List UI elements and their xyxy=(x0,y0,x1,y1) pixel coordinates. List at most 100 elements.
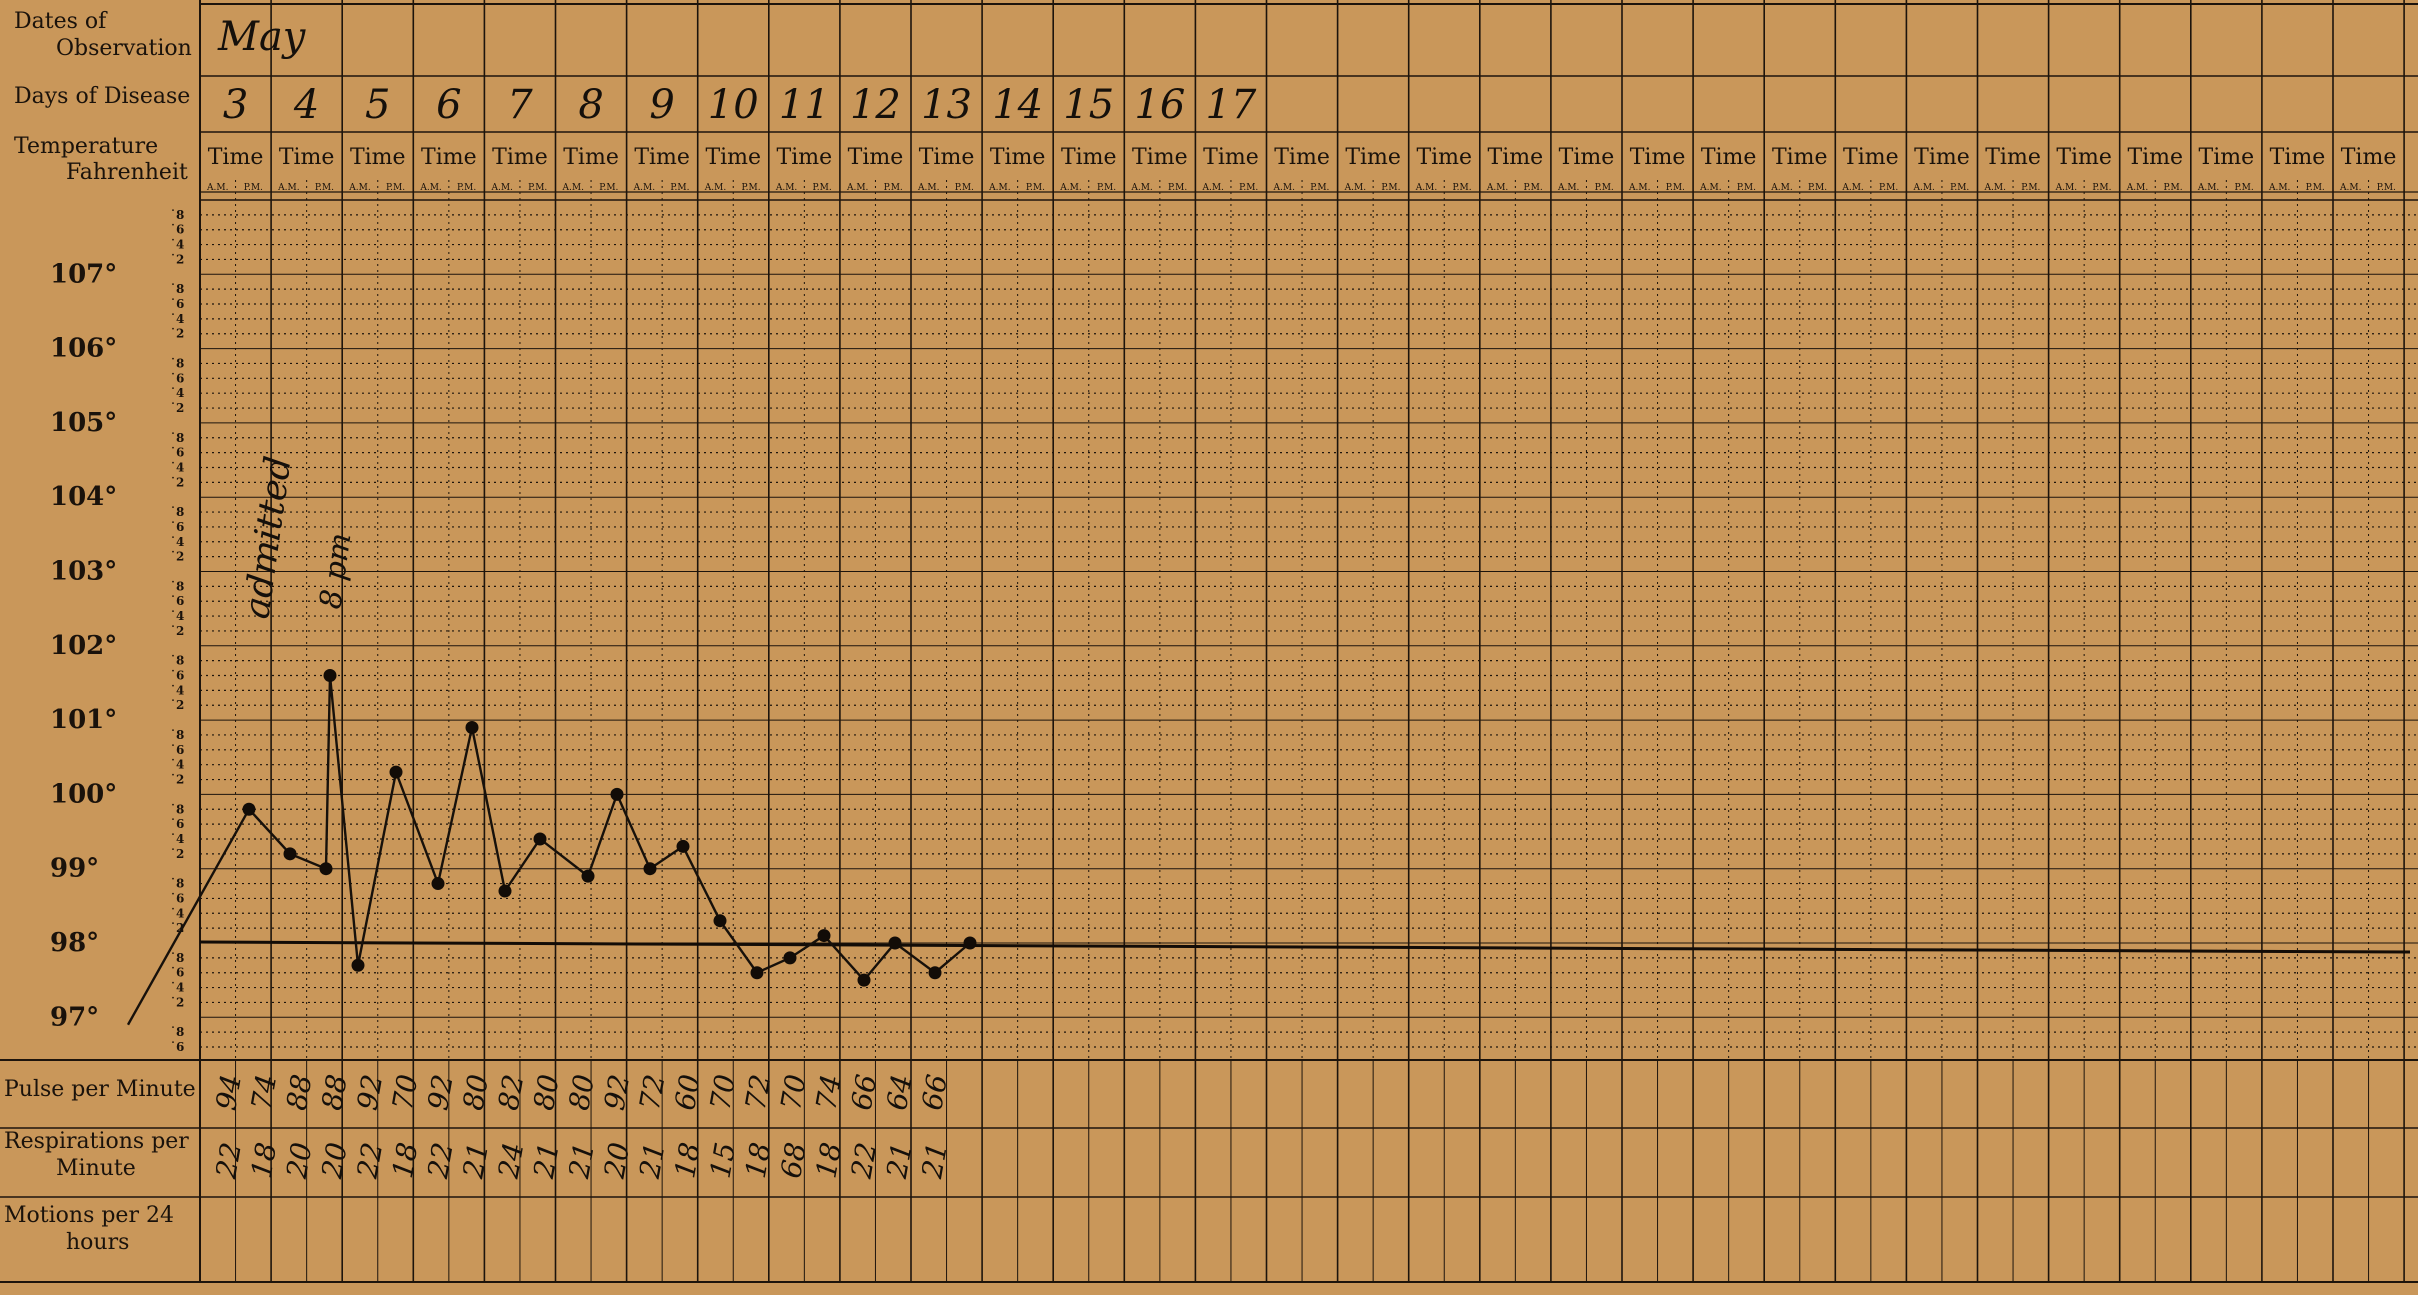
pulse-value: 80 xyxy=(456,1072,495,1113)
tenth-mark: ˙8 xyxy=(170,877,184,891)
day-value: 5 xyxy=(365,82,390,128)
y-axis-tenth-marks: ˙8˙6˙4˙2˙8˙6˙4˙2˙8˙6˙4˙2˙8˙6˙4˙2˙8˙6˙4˙2… xyxy=(170,208,184,1054)
day-value: 15 xyxy=(1063,82,1114,128)
time-header: Time xyxy=(2341,145,2397,170)
tenth-mark: ˙2 xyxy=(170,624,184,638)
temperature-point xyxy=(389,765,403,779)
pulse-value: 72 xyxy=(739,1072,778,1113)
respiration-value: 22 xyxy=(350,1140,389,1182)
tenth-mark: ˙2 xyxy=(170,773,184,787)
tenth-mark: ˙8 xyxy=(170,431,184,445)
temperature-point xyxy=(323,669,337,683)
time-header: Time xyxy=(2199,145,2255,170)
respiration-value: 21 xyxy=(562,1140,601,1182)
day-value: 17 xyxy=(1205,82,1256,128)
am-header: A.M. xyxy=(1841,183,1864,193)
day-value: 4 xyxy=(293,82,319,128)
tenth-mark: ˙6 xyxy=(170,223,184,237)
pm-header: P.M. xyxy=(1808,183,1827,193)
degree-label: 97° xyxy=(50,1002,99,1032)
am-header: A.M. xyxy=(775,183,798,193)
am-header: A.M. xyxy=(846,183,869,193)
time-header: Time xyxy=(1488,145,1544,170)
tenth-mark: ˙8 xyxy=(170,282,184,296)
time-header: Time xyxy=(563,145,619,170)
tenth-mark: ˙4 xyxy=(170,609,184,623)
time-header: Time xyxy=(1843,145,1899,170)
day-value: 13 xyxy=(921,82,972,128)
tenth-mark: ˙6 xyxy=(170,371,184,385)
degree-label: 107° xyxy=(50,259,117,289)
time-header: Time xyxy=(1132,145,1188,170)
am-header: A.M. xyxy=(490,183,513,193)
degree-label: 99° xyxy=(50,854,99,884)
pm-header: P.M. xyxy=(670,183,689,193)
respiration-value: 21 xyxy=(456,1140,495,1182)
respiration-value: 24 xyxy=(492,1140,531,1182)
pulse-value: 94 xyxy=(209,1072,248,1113)
pm-header: P.M. xyxy=(244,183,263,193)
pulse-value: 80 xyxy=(562,1072,601,1113)
am-header: A.M. xyxy=(633,183,656,193)
pulse-values: 9474888892709280828080927260707270746664… xyxy=(209,1072,954,1113)
temperature-point xyxy=(928,966,942,980)
label-temperature-line2: Fahrenheit xyxy=(66,160,188,185)
degree-label: 100° xyxy=(50,779,117,809)
am-header: A.M. xyxy=(1984,183,2007,193)
label-respirations-line2: Minute xyxy=(56,1156,136,1181)
respiration-value: 20 xyxy=(280,1140,319,1182)
pulse-value: 70 xyxy=(386,1072,425,1113)
pm-header: P.M. xyxy=(1452,183,1471,193)
tenth-mark: ˙2 xyxy=(170,550,184,564)
respiration-value: 68 xyxy=(774,1140,813,1181)
tenth-mark: ˙6 xyxy=(170,817,184,831)
degree-label: 104° xyxy=(50,482,117,512)
pm-header: P.M. xyxy=(955,183,974,193)
am-header: A.M. xyxy=(1557,183,1580,193)
pm-header: P.M. xyxy=(1381,183,1400,193)
tenth-mark: ˙4 xyxy=(170,535,184,549)
temperature-point xyxy=(351,958,365,972)
tenth-mark: ˙2 xyxy=(170,327,184,341)
respiration-value: 21 xyxy=(915,1140,954,1182)
pulse-value: 80 xyxy=(527,1072,566,1113)
pm-header: P.M. xyxy=(1950,183,1969,193)
time-header: Time xyxy=(1772,145,1828,170)
label-respirations-per-minute: Respirations per Minute xyxy=(4,1129,196,1181)
pm-header: P.M. xyxy=(884,183,903,193)
pm-header: P.M. xyxy=(2092,183,2111,193)
am-header: A.M. xyxy=(419,183,442,193)
tenth-mark: ˙8 xyxy=(170,654,184,668)
pulse-value: 64 xyxy=(880,1072,919,1113)
degree-label: 98° xyxy=(50,928,99,958)
days-of-disease-values: 3 4 5 6 7 8 9 10 11 12 13 14 15 16 17 xyxy=(223,82,1257,128)
am-header: A.M. xyxy=(1912,183,1935,193)
temperature-point xyxy=(283,847,297,861)
pm-header: P.M. xyxy=(1310,183,1329,193)
pulse-value: 74 xyxy=(245,1072,284,1113)
respiration-value: 18 xyxy=(386,1140,425,1181)
am-header: A.M. xyxy=(2055,183,2078,193)
time-header: Time xyxy=(1345,145,1401,170)
temperature-point xyxy=(750,966,764,980)
day-value: 9 xyxy=(649,82,674,128)
tenth-mark: ˙4 xyxy=(170,312,184,326)
pulse-value: 92 xyxy=(421,1072,460,1113)
tenth-mark: ˙8 xyxy=(170,356,184,370)
am-header: A.M. xyxy=(1770,183,1793,193)
pm-header: P.M. xyxy=(1666,183,1685,193)
pulse-value: 92 xyxy=(351,1072,390,1113)
respiration-value: 18 xyxy=(809,1140,848,1181)
tenth-mark: ˙2 xyxy=(170,252,184,266)
pm-header: P.M. xyxy=(1026,183,1045,193)
month-handwritten: May xyxy=(217,14,307,60)
temperature-point xyxy=(643,862,657,876)
row-labels: Dates of Observation Days of Disease Tem… xyxy=(4,9,196,1255)
tenth-mark: ˙8 xyxy=(170,505,184,519)
temperature-point xyxy=(498,884,512,898)
am-header: A.M. xyxy=(1344,183,1367,193)
day-value: 6 xyxy=(436,82,461,128)
pm-header: P.M. xyxy=(1239,183,1258,193)
pm-header: P.M. xyxy=(599,183,618,193)
